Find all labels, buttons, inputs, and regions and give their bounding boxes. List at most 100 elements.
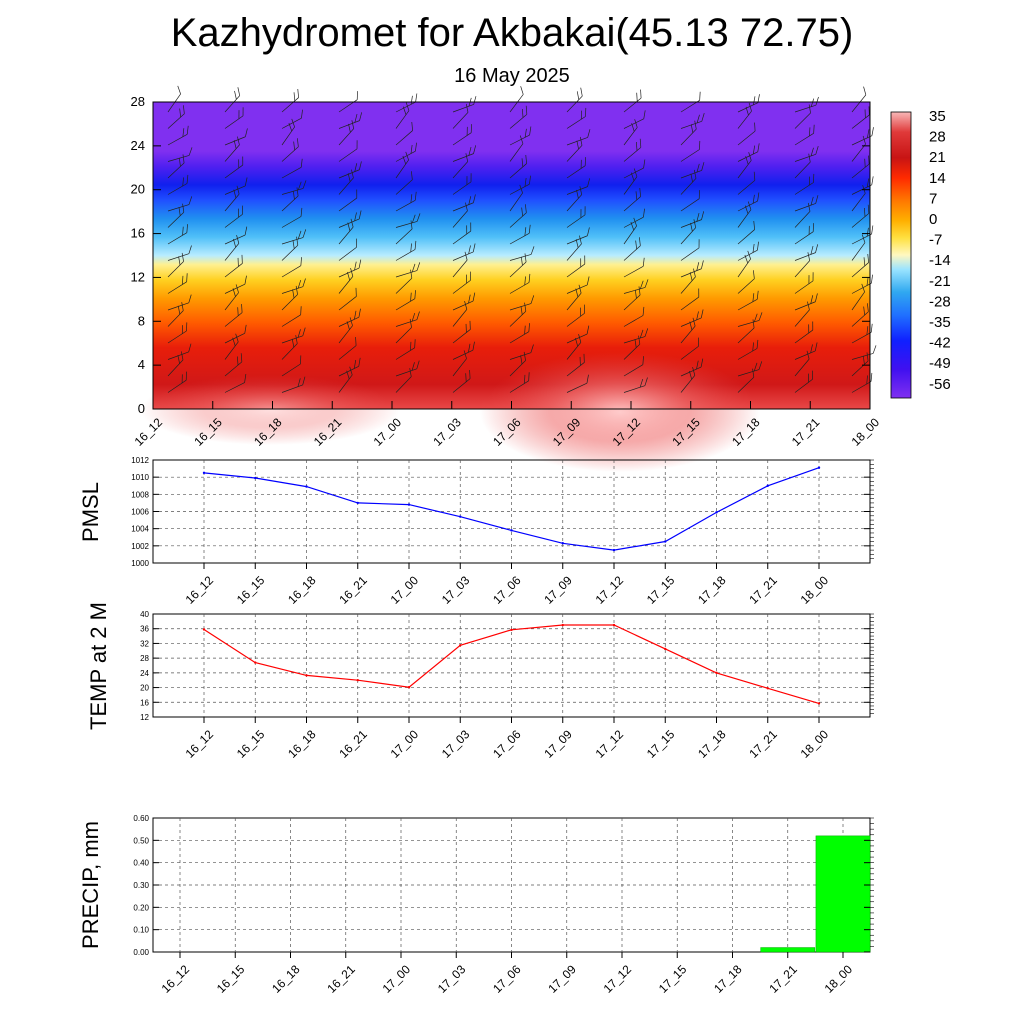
wind-barb — [737, 192, 760, 212]
x-tick-label: 17_15 — [644, 573, 678, 607]
y-tick-label: 0.10 — [133, 926, 149, 935]
y-tick-label: 1012 — [131, 456, 149, 465]
wind-barb — [623, 89, 642, 113]
wind-barb — [338, 287, 357, 311]
wind-barb — [224, 254, 243, 278]
temp-grid — [153, 614, 870, 717]
wind-barb — [395, 102, 410, 129]
wind-barb — [281, 236, 299, 261]
x-tick-label: 16_21 — [336, 727, 370, 761]
wind-barb — [395, 311, 420, 327]
wind-barb — [167, 105, 185, 129]
wind-barb — [737, 220, 755, 245]
wind-barb — [167, 351, 184, 377]
wind-barb — [566, 334, 582, 360]
wind-barb — [851, 352, 869, 377]
wind-barb — [851, 155, 870, 179]
wind-barb — [509, 295, 535, 311]
wind-barb — [794, 145, 819, 162]
wind-barb — [509, 184, 523, 212]
x-tick-label: 17_21 — [789, 415, 823, 449]
wind-barb — [566, 304, 585, 327]
wind-barb — [224, 353, 243, 377]
wind-barb — [338, 140, 358, 162]
wind-barb — [623, 257, 645, 278]
wind-barb — [452, 301, 468, 327]
wind-barb — [851, 176, 874, 195]
wind-barb — [509, 204, 527, 228]
x-tick-label: 17_21 — [746, 573, 780, 607]
wind-barb — [224, 235, 240, 261]
x-tick-label: 17_06 — [490, 962, 524, 996]
colorbar-label: -14 — [929, 252, 951, 269]
x-tick-label: 17_15 — [656, 962, 690, 996]
wind-barb — [338, 169, 354, 195]
colorbar-label: 35 — [929, 108, 946, 125]
y-tick-label: 28 — [140, 654, 149, 663]
y-tick-label: 16 — [131, 226, 145, 241]
wind-barb — [167, 196, 193, 212]
wind-barb — [281, 355, 302, 377]
wind-barb — [281, 118, 295, 146]
wind-barb — [566, 136, 583, 162]
pmsl-grid — [153, 460, 870, 563]
x-tick-label: 17_18 — [711, 962, 745, 996]
wind-barb — [395, 262, 421, 278]
pmsl-point — [356, 501, 359, 505]
colorbar-label: -7 — [929, 232, 942, 249]
y-tick-label: 1000 — [131, 559, 149, 568]
wind-barb — [737, 241, 759, 261]
precip-bars — [760, 835, 871, 953]
wind-barb — [452, 173, 472, 195]
colorbar-label: 7 — [929, 190, 937, 207]
wind-barb — [395, 220, 413, 245]
wind-barb — [623, 237, 641, 261]
wind-barb — [509, 302, 527, 327]
pmsl-point — [305, 485, 308, 488]
heatmap-warm-core-west — [140, 375, 400, 445]
x-tick-label: 17_12 — [593, 727, 627, 761]
temp-point — [407, 686, 411, 689]
wind-barb — [680, 239, 700, 261]
heatmap-field — [153, 102, 870, 409]
x-tick-label: 16_18 — [285, 727, 319, 761]
temp-point — [510, 628, 513, 632]
y-tick-label: 1008 — [131, 490, 149, 499]
x-tick-label: 16_18 — [269, 962, 303, 996]
y-tick-label: 0.40 — [133, 859, 149, 868]
wind-barb — [566, 178, 591, 195]
x-tick-label: 18_00 — [798, 727, 832, 761]
wind-barb — [281, 285, 298, 311]
wind-barb — [794, 244, 819, 261]
colorbar-ramp — [890, 111, 912, 399]
wind-barb — [338, 317, 353, 344]
precip-grid — [153, 818, 870, 952]
wind-barb — [794, 195, 819, 212]
colorbar-label: -21 — [929, 273, 951, 290]
wind-barb — [224, 226, 248, 245]
wind-barb — [281, 158, 303, 179]
temp-point — [715, 671, 718, 675]
wind-barb — [167, 125, 189, 146]
wind-barb — [224, 128, 248, 146]
temp-point — [612, 623, 616, 627]
wind-barb — [224, 87, 241, 113]
precip-axis-label: PRECIP, mm — [78, 821, 103, 949]
wind-barb — [281, 229, 307, 245]
wind-barb — [338, 259, 362, 278]
y-tick-label: 24 — [140, 669, 149, 678]
wind-barb — [224, 324, 247, 344]
pmsl-point — [510, 529, 513, 532]
colorbar-label: 21 — [929, 149, 946, 166]
wind-barb — [680, 190, 700, 212]
pmsl-point — [817, 466, 821, 469]
temp-point — [766, 687, 769, 690]
colorbar-label: -42 — [929, 335, 951, 352]
precip-bar — [760, 947, 816, 953]
wind-barb — [566, 325, 590, 344]
wind-barb — [509, 135, 524, 162]
pmsl-point — [202, 471, 206, 475]
wind-barb — [281, 257, 302, 278]
wind-barb — [851, 283, 865, 311]
